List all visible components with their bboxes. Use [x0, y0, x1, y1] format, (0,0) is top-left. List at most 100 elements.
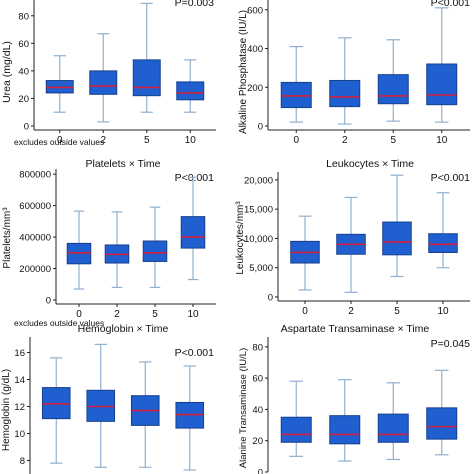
- box-5: [377, 382, 409, 461]
- panel-leukocytes-boxes: [290, 174, 458, 293]
- y-tick-label: 20,000: [244, 175, 273, 186]
- x-tick-label: 0: [76, 309, 82, 320]
- panel-alkaline-phosphatase: P<0.001 Alkaline Phosphatase (IU/L) 0200…: [238, 0, 470, 146]
- box-0: [280, 45, 312, 123]
- panel-leukocytes: Leukocytes × Time P<0.001 Leukocytes/mm³…: [235, 158, 470, 317]
- box-10: [180, 176, 206, 281]
- y-tick-label: 0: [46, 296, 51, 307]
- panel-transaminase: Aspartate Transaminase × Time P=0.045 Al…: [238, 323, 470, 474]
- iqr-box: [382, 221, 412, 256]
- y-tick-label: 40: [18, 66, 29, 77]
- panel-alp-boxes: [280, 7, 458, 125]
- box-2: [86, 343, 116, 468]
- iqr-box: [426, 407, 458, 440]
- x-tick-label: 5: [152, 309, 158, 320]
- panel-hemoglobin-ylabel: Hemoglobin (g/dL): [1, 369, 12, 451]
- box-10: [176, 59, 205, 113]
- x-tick-label: 2: [100, 135, 106, 146]
- y-tick-label: 40: [252, 405, 263, 416]
- iqr-box: [377, 413, 409, 443]
- panel-urea-footnote: excludes outside values: [14, 137, 104, 147]
- y-tick-label: 8: [20, 456, 25, 467]
- x-tick-label: 0: [57, 135, 63, 146]
- panel-leukocytes-ylabel: Leukocytes/mm³: [235, 201, 246, 275]
- box-5: [382, 174, 412, 278]
- y-tick-label: 20: [252, 436, 263, 447]
- panel-transaminase-pvalue: P=0.045: [431, 338, 471, 350]
- box-0: [66, 210, 92, 290]
- iqr-box: [428, 233, 458, 253]
- panel-platelets-footnote: excludes outside values: [14, 318, 104, 328]
- iqr-box: [132, 59, 161, 97]
- box-10: [426, 369, 458, 456]
- panel-transaminase-yticks: 0 20 40 60 80: [252, 337, 269, 474]
- iqr-box: [280, 416, 312, 443]
- y-tick-label: 400000: [19, 233, 51, 244]
- box-5: [132, 2, 161, 113]
- panel-urea-boxes: [45, 2, 205, 123]
- y-tick-label: 12: [14, 402, 25, 413]
- iqr-box: [329, 79, 361, 108]
- panel-platelets-boxes: [66, 176, 206, 290]
- y-tick-label: 0: [268, 293, 273, 304]
- box-0: [290, 215, 320, 291]
- x-tick-label: 5: [394, 306, 400, 317]
- x-tick-label: 5: [144, 135, 150, 146]
- y-tick-label: 600: [247, 5, 263, 16]
- box-5: [142, 206, 168, 289]
- y-tick-label: 60: [252, 374, 263, 385]
- panel-hemoglobin-pvalue: P<0.001: [175, 347, 215, 359]
- panel-platelets-pvalue: P<0.001: [175, 172, 215, 184]
- x-tick-label: 2: [342, 135, 348, 146]
- iqr-box: [280, 81, 312, 109]
- x-tick-label: 10: [185, 135, 197, 146]
- panel-hemoglobin: Hemoglobin × Time P<0.001 Hemoglobin (g/…: [1, 323, 214, 474]
- y-tick-label: 0: [258, 468, 263, 474]
- x-tick-label: 10: [436, 135, 448, 146]
- box-5: [377, 39, 409, 122]
- box-10: [428, 192, 458, 269]
- x-tick-label: 2: [114, 309, 120, 320]
- box-0: [45, 55, 74, 113]
- box-2: [329, 37, 361, 125]
- panel-alp-ylabel: Alkaline Phosphatase (IU/L): [238, 10, 249, 134]
- panel-urea-ylabel: Urea (mg/dL): [1, 41, 13, 103]
- panel-alp-xticks: 0 2 5 10: [293, 130, 448, 146]
- x-tick-label: 2: [348, 306, 354, 317]
- panel-alp-yticks: 0 200 400 600: [247, 0, 470, 133]
- iqr-box: [377, 74, 409, 105]
- x-tick-label: 0: [293, 135, 299, 146]
- x-tick-label: 10: [437, 306, 449, 317]
- iqr-box: [180, 216, 206, 249]
- panel-leukocytes-title: Leukocytes × Time: [326, 158, 414, 170]
- panel-leukocytes-pvalue: P<0.001: [431, 172, 471, 184]
- y-tick-label: 60: [18, 39, 29, 50]
- y-tick-label: 0: [258, 122, 263, 133]
- x-tick-label: 5: [390, 135, 396, 146]
- panel-urea-yticks: 0 20 40 60 80: [18, 0, 216, 133]
- panel-platelets-xticks: 0 2 5 10: [76, 304, 199, 320]
- panel-transaminase-ylabel: Alanine Transaminase (IU/L): [238, 348, 249, 468]
- x-tick-label: 0: [302, 306, 308, 317]
- y-tick-label: 200000: [19, 264, 51, 275]
- box-2: [336, 196, 366, 293]
- x-tick-label: 10: [187, 309, 199, 320]
- box-10: [175, 365, 205, 471]
- panel-alp-pvalue: P<0.001: [431, 0, 471, 9]
- box-5: [130, 361, 160, 468]
- y-tick-label: 15,000: [244, 205, 273, 216]
- box-0: [41, 357, 71, 464]
- panel-platelets-ylabel: Platelets/mm³: [2, 207, 13, 269]
- panel-leukocytes-xticks: 0 2 5 10: [302, 301, 449, 317]
- box-2: [104, 211, 130, 289]
- panel-transaminase-boxes: [280, 369, 458, 462]
- panel-urea-pvalue: P=0.003: [175, 0, 215, 9]
- y-tick-label: 800000: [19, 170, 51, 181]
- y-tick-label: 20: [18, 94, 29, 105]
- y-tick-label: 16: [14, 348, 25, 359]
- iqr-box: [89, 70, 118, 95]
- panel-urea-xticks: 0 2 5 10: [57, 130, 196, 146]
- box-0: [280, 380, 312, 457]
- panel-platelets: Platelets × Time P<0.001 Platelets/mm³ 0…: [2, 158, 216, 328]
